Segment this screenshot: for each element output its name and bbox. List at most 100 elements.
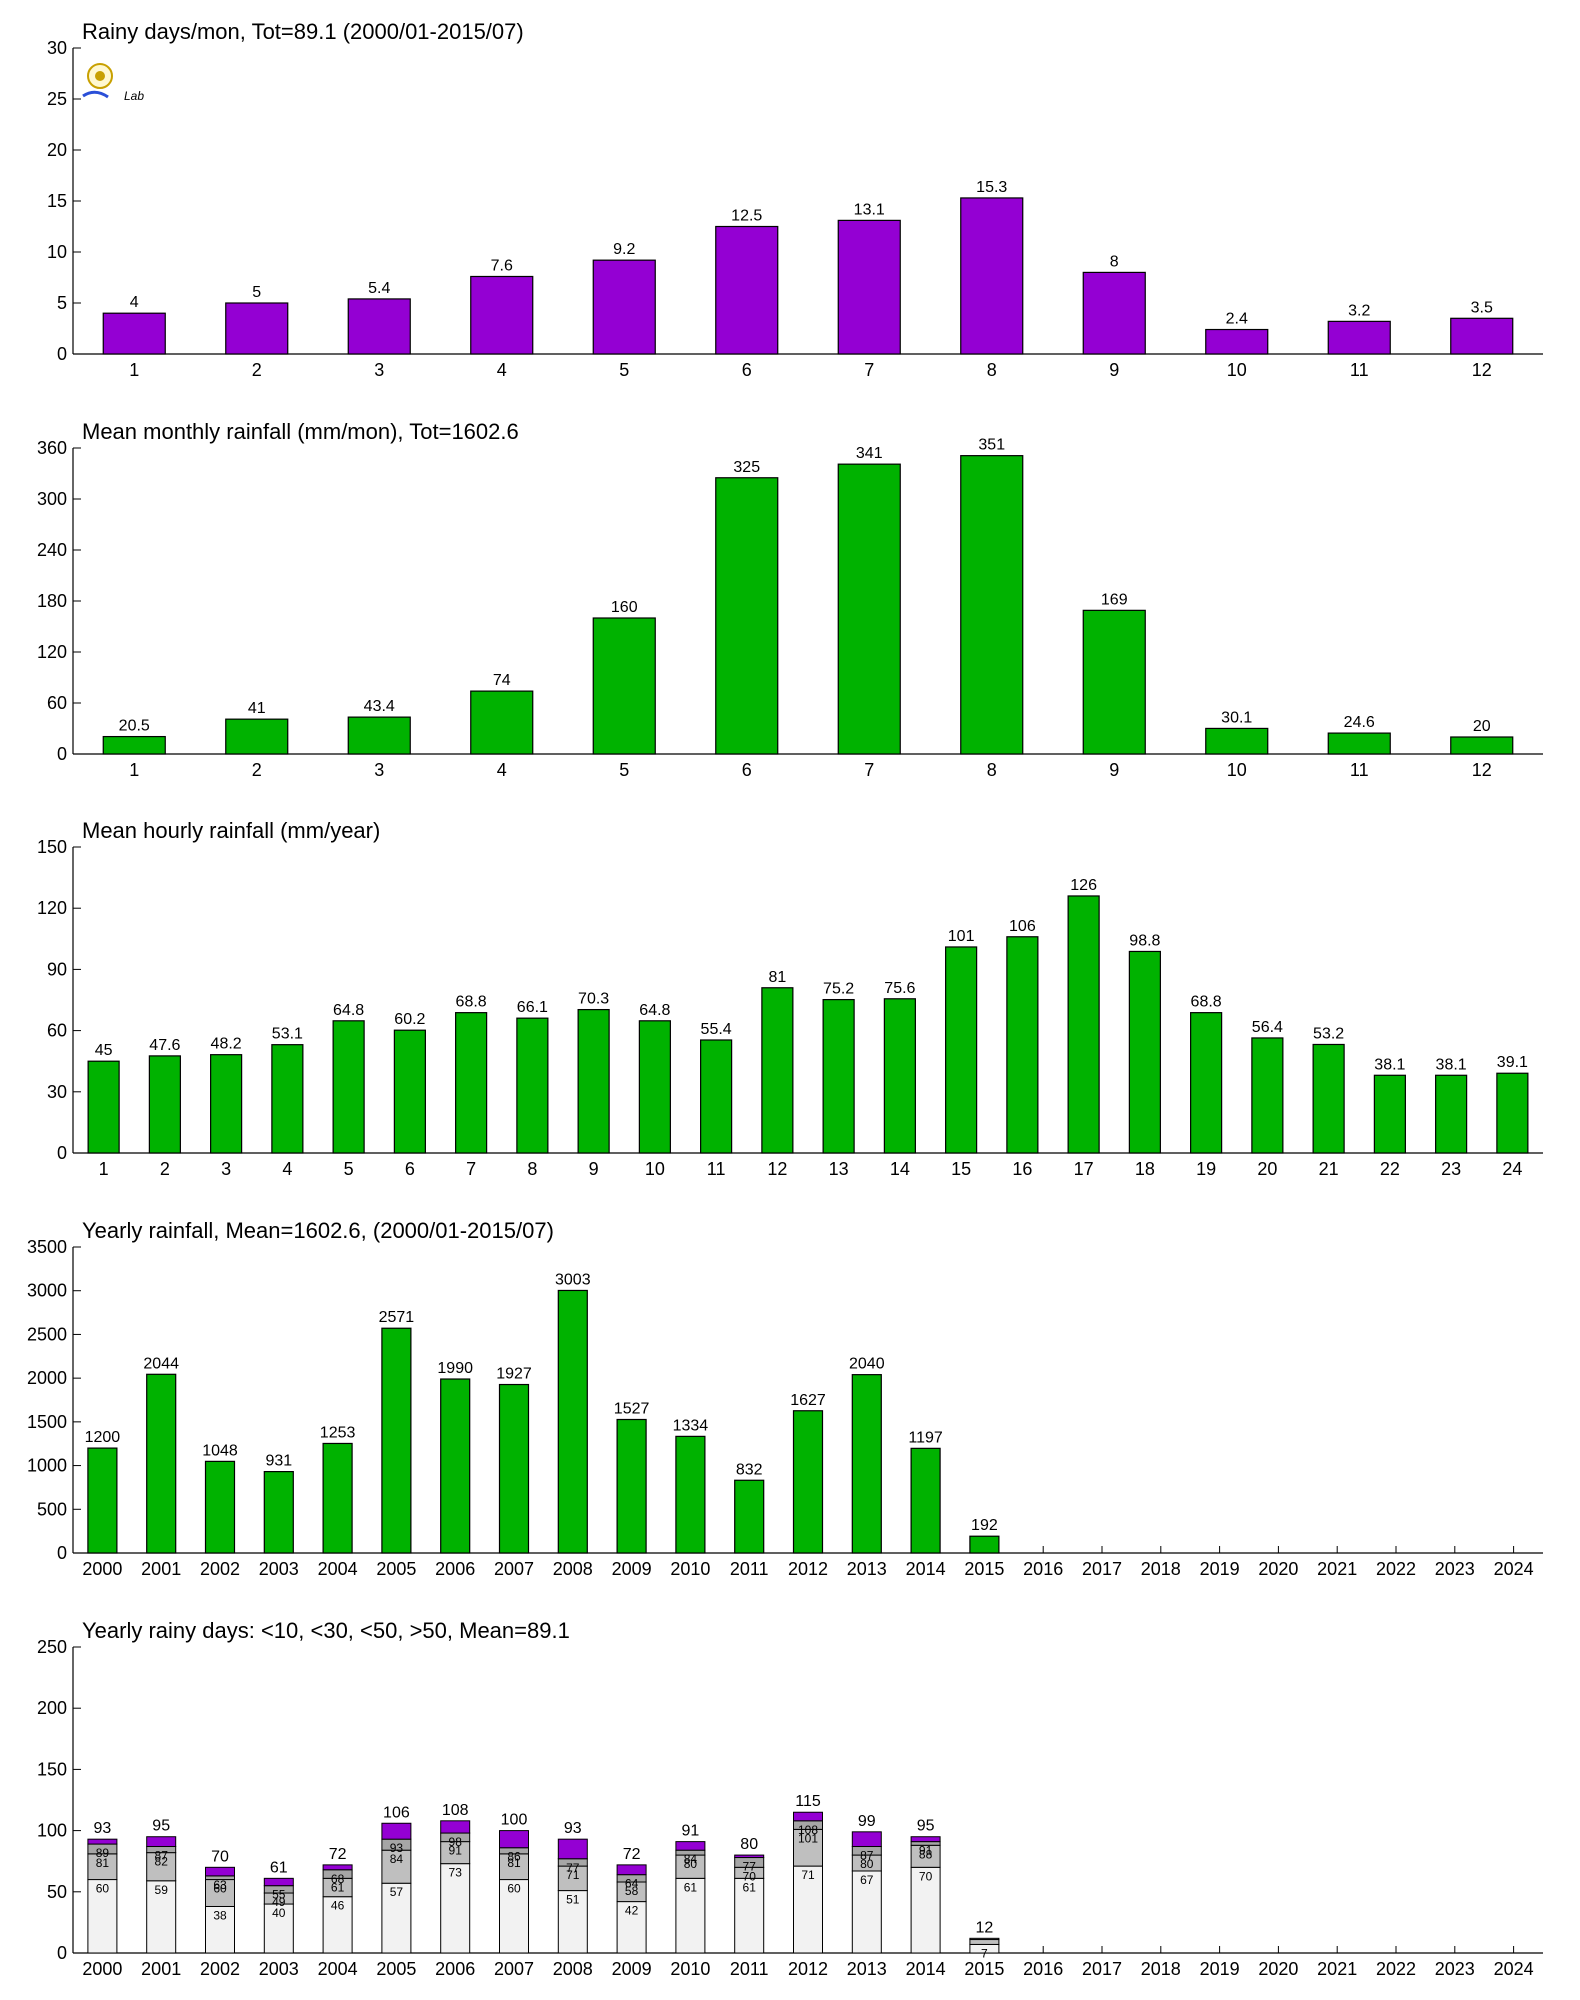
bar-value-label: 38.1 [1374,1056,1405,1073]
bar-value-label: 64.8 [639,1002,670,1019]
x-tick-label: 1 [99,1159,109,1179]
stack-segment-label: 49 [272,1895,286,1909]
y-tick-label: 120 [37,898,67,918]
bar-value-label: 101 [948,928,975,945]
x-tick-label: 13 [829,1159,849,1179]
bar [1251,1037,1284,1154]
y-tick-label: 300 [37,489,67,509]
x-tick-label: 23 [1441,1159,1461,1179]
x-tick-label: 2008 [553,1559,593,1579]
bar-value-label: 1197 [908,1429,943,1446]
y-tick-label: 2500 [27,1324,67,1344]
chart-panel-5: 0 50 100 150 200 250 2000 2001 2002 2003 2004 2005 2… [37,1618,1543,1979]
x-tick-label: 2019 [1200,1959,1240,1979]
stack-segment-label: 61 [684,1880,698,1894]
x-tick-label: 2009 [612,1559,652,1579]
bar [1190,1012,1223,1154]
x-tick-label: 2013 [847,1959,887,1979]
bar [969,1535,1000,1554]
bar [960,197,1024,355]
bar [322,1442,353,1554]
y-tick-label: 1000 [27,1456,67,1476]
y-tick-label: 0 [57,1143,67,1163]
stack-total-label: 100 [501,1812,528,1829]
bar [1312,1043,1345,1154]
stack-segment-label: 93 [390,1841,404,1855]
y-tick-label: 0 [57,1943,67,1963]
x-tick-label: 1 [129,360,139,380]
stack-segment-label: 86 [507,1850,521,1864]
stack-segment-label: 84 [684,1852,698,1866]
stack-segment [87,1879,118,1954]
bar [577,1008,610,1154]
x-tick-label: 7 [466,1159,476,1179]
lab-logo-seal: Lab [82,63,144,103]
x-tick-label: 2007 [494,1559,534,1579]
bar-value-label: 60.2 [394,1011,425,1028]
stack-segment [322,1864,353,1871]
x-tick-label: 20 [1257,1159,1277,1179]
bar-value-label: 20 [1473,718,1491,735]
stack-segment-label: 84 [390,1852,404,1866]
x-tick-label: 11 [1350,360,1369,380]
bar-value-label: 2.4 [1226,311,1248,328]
bar-value-label: 1334 [673,1417,709,1434]
stack-total-label: 106 [383,1804,410,1821]
bar [1128,950,1161,1154]
x-tick-label: 2012 [788,1959,828,1979]
stack-segment-label: 61 [743,1880,757,1894]
bar-value-label: 9.2 [613,241,635,258]
y-tick-label: 20 [47,140,67,160]
bar [557,1289,588,1554]
x-tick-label: 2015 [964,1559,1004,1579]
x-tick-label: 2017 [1082,1559,1122,1579]
bar-value-label: 53.1 [272,1026,303,1043]
bar [883,998,916,1154]
x-tick-label: 10 [1227,360,1247,380]
y-tick-label: 0 [57,344,67,364]
bar [102,312,166,355]
x-tick-label: 12 [767,1159,787,1179]
bar [87,1447,118,1554]
bar-value-label: 126 [1070,877,1097,894]
x-tick-label: 2008 [553,1959,593,1979]
bar [960,455,1024,755]
x-tick-label: 2005 [376,1959,416,1979]
stack-total-label: 95 [917,1818,935,1835]
x-tick-label: 2004 [318,1559,358,1579]
bar-value-label: 68.8 [1191,994,1222,1011]
stack-segment [910,1836,941,1843]
stack-segment-label: 91 [449,1844,463,1858]
x-tick-label: 2006 [435,1959,475,1979]
stack-segment [381,1882,412,1954]
chart-title: Mean hourly rainfall (mm/year) [82,818,380,843]
bar-value-label: 45 [95,1042,113,1059]
stack-total-label: 70 [211,1848,229,1865]
y-tick-label: 500 [37,1499,67,1519]
bar-value-label: 43.4 [364,698,395,715]
bar [715,477,779,755]
y-tick-label: 30 [47,1082,67,1102]
bar-value-label: 56.4 [1252,1019,1283,1036]
x-tick-label: 2 [252,760,262,780]
stack-segment [851,1831,882,1848]
stack-segment-label: 51 [566,1893,580,1907]
x-tick-label: 5 [619,760,629,780]
stack-segment-label: 87 [155,1849,169,1863]
x-tick-label: 12 [1472,360,1492,380]
bar [1450,317,1514,355]
y-tick-label: 0 [57,744,67,764]
y-tick-label: 10 [47,242,67,262]
bar-value-label: 75.2 [823,981,854,998]
bar-value-label: 1253 [320,1424,356,1441]
stack-segment-label: 77 [743,1860,757,1874]
stack-total-label: 108 [442,1802,469,1819]
bar-value-label: 1927 [496,1366,532,1383]
y-tick-label: 60 [47,1021,67,1041]
bar [1435,1074,1468,1154]
x-tick-label: 2009 [612,1959,652,1979]
stack-segment [616,1864,647,1876]
stack-segment [499,1853,529,1881]
x-tick-label: 11 [707,1159,726,1179]
